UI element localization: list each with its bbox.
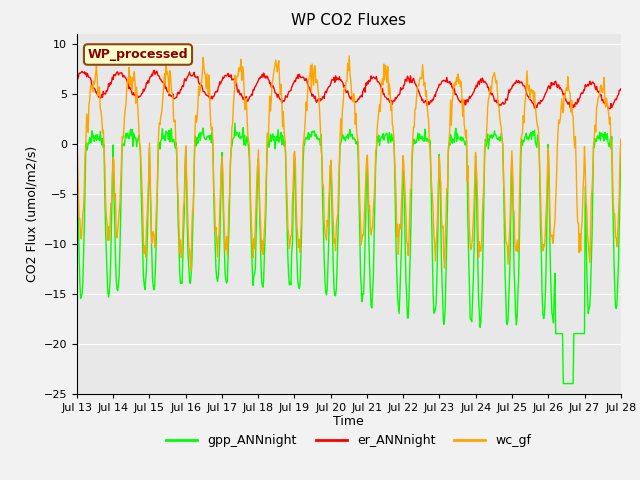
gpp_ANNnight (231, 120, 239, 126)
gpp_ANNnight (73, 139, 81, 144)
gpp_ANNnight (617, 141, 625, 147)
er_ANNnight (223, 72, 231, 78)
er_ANNnight (73, 74, 81, 80)
wc_gf (195, 84, 202, 89)
gpp_ANNnight (416, 131, 424, 137)
gpp_ANNnight (139, 246, 147, 252)
gpp_ANNnight (431, 306, 439, 312)
Y-axis label: CO2 Flux (umol/m2/s): CO2 Flux (umol/m2/s) (25, 145, 38, 282)
er_ANNnight (605, 106, 613, 111)
Line: er_ANNnight: er_ANNnight (77, 70, 621, 108)
wc_gf (223, 253, 231, 259)
wc_gf (73, 135, 81, 141)
wc_gf (617, 136, 625, 142)
er_ANNnight (617, 86, 625, 92)
er_ANNnight (195, 80, 202, 85)
er_ANNnight (83, 74, 90, 80)
er_ANNnight (139, 90, 147, 96)
er_ANNnight (416, 91, 424, 96)
gpp_ANNnight (194, 141, 202, 146)
er_ANNnight (431, 94, 439, 99)
Text: WP_processed: WP_processed (88, 48, 188, 61)
Title: WP CO2 Fluxes: WP CO2 Fluxes (291, 13, 406, 28)
Line: wc_gf: wc_gf (77, 56, 621, 271)
wc_gf (346, 53, 353, 59)
wc_gf (83, 111, 90, 117)
wc_gf (139, 204, 147, 209)
Legend: gpp_ANNnight, er_ANNnight, wc_gf: gpp_ANNnight, er_ANNnight, wc_gf (161, 429, 536, 452)
er_ANNnight (150, 67, 158, 73)
X-axis label: Time: Time (333, 415, 364, 429)
wc_gf (188, 268, 195, 274)
gpp_ANNnight (223, 280, 230, 286)
gpp_ANNnight (559, 381, 567, 386)
Line: gpp_ANNnight: gpp_ANNnight (77, 123, 621, 384)
gpp_ANNnight (83, 147, 90, 153)
wc_gf (433, 240, 440, 246)
wc_gf (417, 74, 424, 80)
